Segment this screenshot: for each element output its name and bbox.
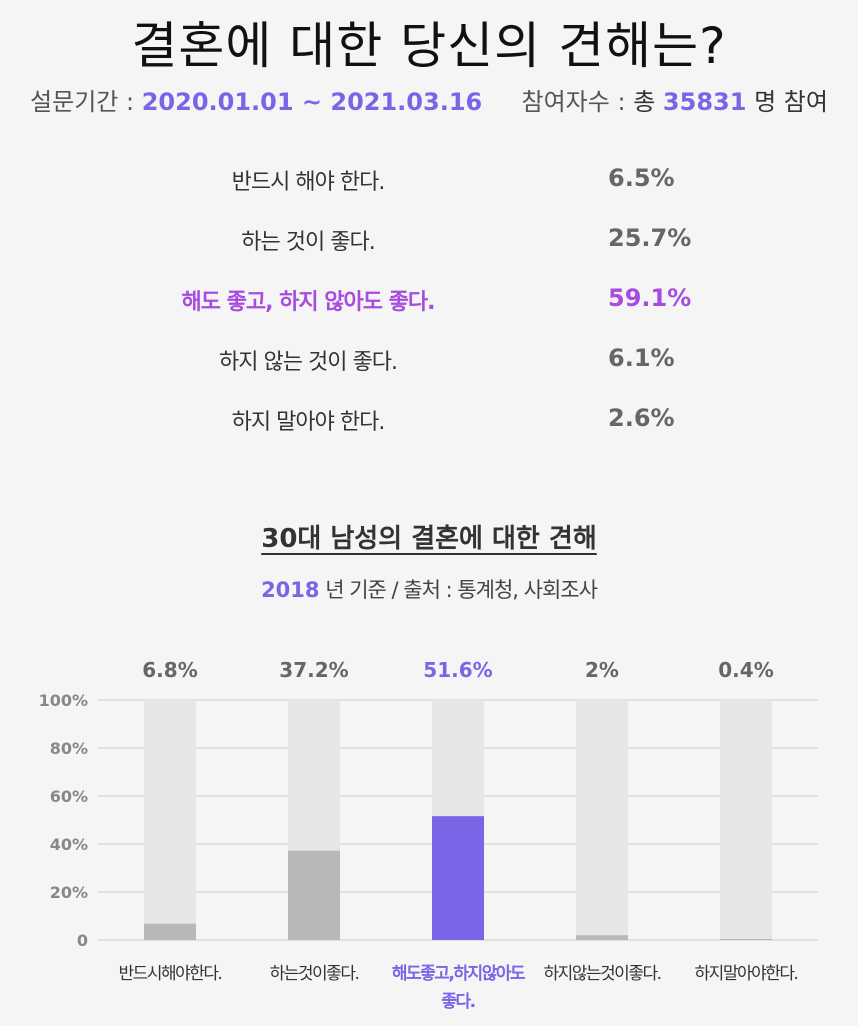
survey-period-value: 2020.01.01 ~ 2021.03.16	[141, 88, 483, 116]
bar-track	[720, 700, 772, 940]
data-label: 2%	[585, 658, 619, 682]
y-tick-label: 20%	[50, 883, 88, 902]
result-row: 하지 말아야 한다. 2.6%	[0, 390, 858, 450]
result-row-highlighted: 해도 좋고, 하지 않아도 좋다. 59.1%	[0, 270, 858, 330]
result-row: 하지 않는 것이 좋다. 6.1%	[0, 330, 858, 390]
bar-chart: 0 20% 40% 60% 80% 100% 6.8% 반드시해야한다. 37.2% 하는것이좋다…	[39, 658, 818, 1012]
bar	[576, 935, 628, 940]
result-label: 해도 좋고, 하지 않아도 좋다.	[181, 290, 436, 315]
data-label: 0.4%	[718, 658, 773, 682]
data-label: 51.6%	[423, 658, 492, 682]
chart-title: 30대 남성의 결혼에 대한 견해	[0, 518, 858, 555]
y-tick-label: 60%	[50, 787, 88, 806]
x-tick-label: 하지않는것이좋다.	[543, 964, 660, 984]
chart-subtitle-year: 2018	[261, 578, 320, 602]
result-value: 2.6%	[608, 404, 675, 432]
bar	[288, 850, 340, 940]
y-tick-label: 80%	[50, 739, 88, 758]
data-label: 37.2%	[279, 658, 348, 682]
result-row: 하는 것이 좋다. 25.7%	[0, 210, 858, 270]
chart-subtitle-source: 년 기준 / 출처 : 통계청, 사회조사	[325, 578, 598, 602]
bar-track	[576, 700, 628, 940]
result-label: 하지 말아야 한다.	[231, 410, 386, 435]
result-value: 59.1%	[608, 284, 692, 312]
bar	[144, 923, 196, 940]
bar	[720, 939, 772, 941]
participants-count: 35831	[662, 88, 747, 116]
survey-results: 반드시 해야 한다. 6.5% 하는 것이 좋다. 25.7% 해도 좋고, 하…	[0, 150, 858, 450]
y-tick-label: 100%	[39, 691, 88, 710]
participants-suffix: 명 참여	[754, 88, 828, 116]
result-value: 6.5%	[608, 164, 675, 192]
bar	[432, 816, 484, 940]
x-tick-label: 좋다.	[441, 992, 474, 1012]
chart-title-text: 30대 남성의 결혼에 대한 견해	[261, 524, 597, 554]
bar-track	[144, 700, 196, 940]
x-tick-label: 반드시해야한다.	[119, 964, 222, 984]
x-tick-label: 하는것이좋다.	[270, 964, 359, 984]
result-row: 반드시 해야 한다. 6.5%	[0, 150, 858, 210]
result-label: 하는 것이 좋다.	[241, 230, 375, 255]
x-tick-label: 해도좋고,하지않아도	[392, 964, 526, 984]
result-value: 25.7%	[608, 224, 692, 252]
result-label: 하지 않는 것이 좋다.	[219, 350, 398, 375]
x-tick-label: 하지말아야한다.	[695, 964, 798, 984]
page-title: 결혼에 대한 당신의 견해는?	[131, 17, 727, 75]
y-tick-label: 40%	[50, 835, 88, 854]
participants-prefix: 총	[633, 88, 656, 116]
chart-subtitle: 2018 년 기준 / 출처 : 통계청, 사회조사	[0, 574, 858, 604]
survey-period-label: 설문기간 :	[30, 88, 135, 116]
data-label: 6.8%	[142, 658, 197, 682]
y-tick-label: 0	[77, 931, 88, 950]
result-label: 반드시 해야 한다.	[231, 170, 386, 195]
result-value: 6.1%	[608, 344, 675, 372]
survey-info: 설문기간 : 2020.01.01 ~ 2021.03.16 참여자수 : 총 …	[0, 82, 858, 117]
participants-label: 참여자수 :	[521, 88, 626, 116]
